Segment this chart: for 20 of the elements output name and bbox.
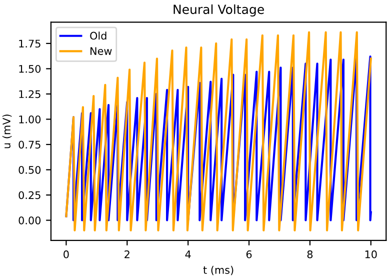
x-tick-label: 6: [246, 250, 252, 258]
chart-title: Neural Voltage: [174, 4, 264, 17]
x-tick-label: 8: [307, 250, 313, 258]
y-tick-label: 0.00: [18, 216, 41, 224]
y-tick-label: 0.50: [18, 166, 41, 174]
y-axis-title: u (mV): [2, 114, 12, 148]
y-tick-label: 1.00: [19, 115, 41, 124]
y-tick-label: 1.50: [19, 64, 41, 73]
legend-label: Old: [90, 32, 106, 40]
legend-label: New: [90, 47, 112, 55]
x-tick-label: 2: [124, 250, 130, 258]
x-tick-label: 0: [64, 250, 69, 258]
line-series: [65, 31, 372, 232]
x-axis-title: t (ms): [203, 266, 234, 276]
y-tick-label: 0.75: [18, 140, 40, 149]
y-tick-label: 0.25: [18, 191, 40, 200]
x-tick-label: 10: [365, 250, 377, 258]
y-tick-label: 1.25: [19, 90, 40, 98]
x-tick-label: 4: [185, 250, 191, 258]
y-tick-label: 1.75: [19, 40, 40, 48]
